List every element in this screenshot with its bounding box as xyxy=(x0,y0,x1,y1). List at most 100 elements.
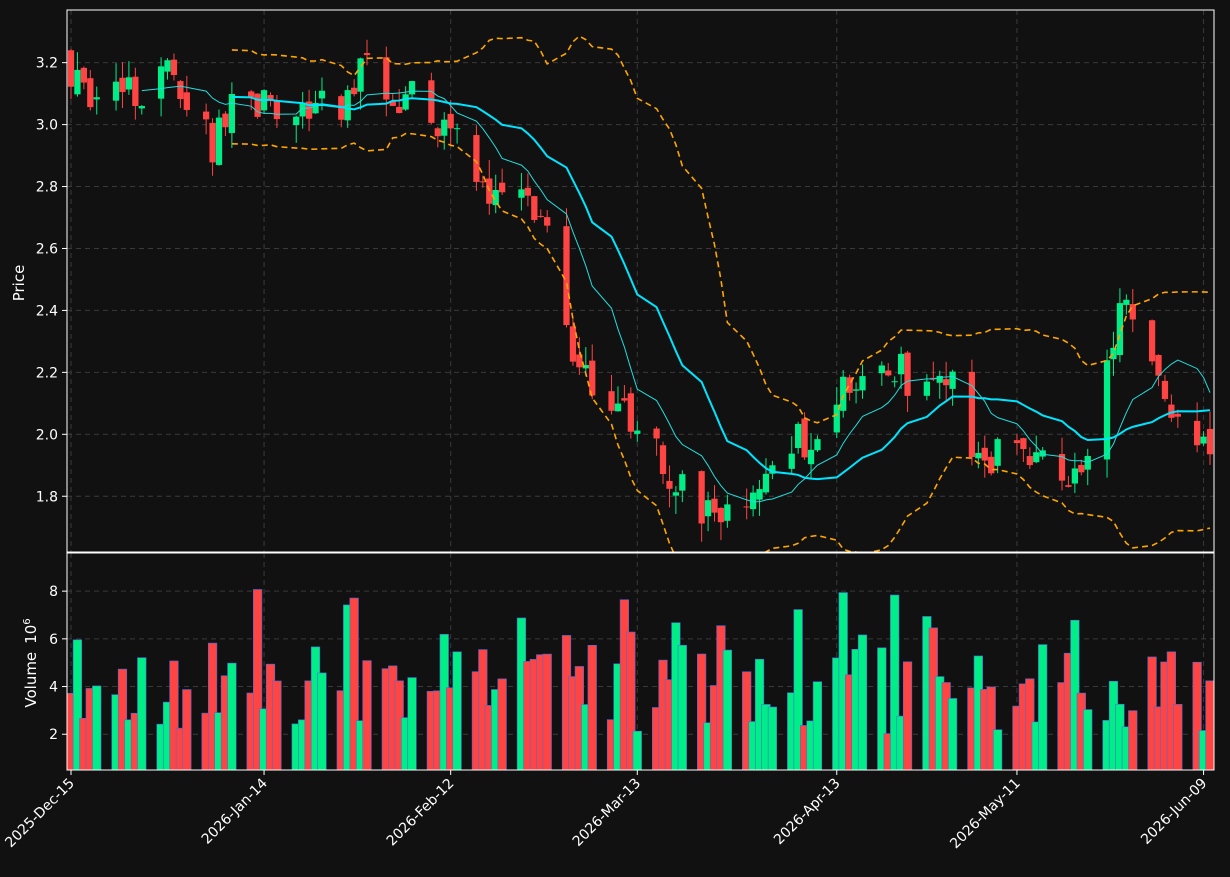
candle-body xyxy=(930,377,937,380)
candle-body xyxy=(885,370,892,376)
price-tick-label: 2.2 xyxy=(36,365,58,381)
volume-bar xyxy=(452,651,462,770)
candle-body xyxy=(749,492,757,510)
candle-body xyxy=(479,181,486,183)
candle-body xyxy=(170,59,178,76)
candle-body xyxy=(988,456,995,474)
candle-body xyxy=(183,92,190,110)
candle-body xyxy=(833,404,840,433)
candle-body xyxy=(1148,320,1156,362)
panel-frames xyxy=(66,9,1215,771)
candle-body xyxy=(254,93,261,117)
candle-body xyxy=(389,101,396,106)
volume-bar xyxy=(407,677,417,770)
volume-bar xyxy=(793,609,803,770)
candle-body xyxy=(569,326,577,362)
candle-body xyxy=(132,76,139,107)
candle-body xyxy=(589,360,596,396)
candle-body xyxy=(949,371,956,389)
candle-body xyxy=(112,81,120,101)
candle-body xyxy=(1155,354,1162,376)
date-tick-label: 2026-Apr-13 xyxy=(771,776,844,849)
candle-body xyxy=(74,69,81,95)
candle-body xyxy=(537,215,544,217)
volume-bar xyxy=(677,644,687,770)
volume-bar xyxy=(1128,710,1138,770)
price-gridlines xyxy=(67,10,1214,552)
candle-body xyxy=(80,67,88,83)
candle-body xyxy=(299,102,306,117)
candle-body xyxy=(672,492,680,496)
candle-body xyxy=(762,473,770,493)
price-tick-label: 1.8 xyxy=(36,489,58,505)
volume-bar xyxy=(1083,709,1093,770)
candle-body xyxy=(968,371,976,458)
price-axis-label: Price xyxy=(10,265,28,302)
candle-body xyxy=(544,217,551,226)
volume-bar xyxy=(742,671,752,770)
date-tick-label: 2025-Dec-15 xyxy=(2,776,77,851)
volume-bar xyxy=(632,730,642,770)
volume-bar xyxy=(857,634,868,770)
candle-body xyxy=(679,474,686,491)
volume-axis-ticks: 2 4 6 8 xyxy=(49,584,67,743)
volume-tick-label: 2 xyxy=(49,727,58,743)
candle-body xyxy=(936,375,943,383)
candle-body xyxy=(653,428,660,439)
candle-body xyxy=(434,128,441,137)
candle-body xyxy=(357,58,364,92)
price-tick-label: 3.2 xyxy=(36,56,58,72)
candle-body xyxy=(408,81,416,95)
price-tick-label: 2.4 xyxy=(36,303,58,319)
candle-body xyxy=(1200,436,1207,444)
volume-bar xyxy=(626,631,636,770)
volume-bar xyxy=(993,729,1003,770)
candle-body xyxy=(1039,450,1046,457)
candle-body xyxy=(67,50,75,87)
volume-tick-label: 8 xyxy=(49,584,58,600)
candle-body xyxy=(273,100,281,120)
volume-bar xyxy=(1038,644,1048,770)
volume-bar xyxy=(137,657,147,770)
date-axis-ticks: 2025-Dec-15 2026-Jan-14 2026-Feb-12 2026-Ma… xyxy=(2,770,1210,852)
candle-body xyxy=(923,381,930,396)
candle-body xyxy=(351,87,358,95)
volume-bar xyxy=(722,649,732,770)
candle-body xyxy=(267,95,274,100)
price-tick-label: 3.0 xyxy=(36,118,58,134)
candle-body xyxy=(840,376,847,411)
candle-body xyxy=(363,53,371,56)
volume-bar xyxy=(877,647,887,770)
candle-body xyxy=(994,439,1001,466)
candle-body xyxy=(305,101,313,119)
volume-bar xyxy=(317,672,327,770)
candle-body xyxy=(1026,456,1033,466)
candle-body xyxy=(441,119,448,136)
volume-multiplier-base: 10 xyxy=(22,625,40,644)
candle-body xyxy=(724,504,731,521)
candle-body xyxy=(428,80,435,123)
candle-body xyxy=(524,187,532,196)
candle-body xyxy=(1123,299,1130,305)
candle-body xyxy=(801,418,808,458)
date-tick-label: 2026-May-11 xyxy=(947,776,1024,853)
candle-body xyxy=(582,365,589,369)
candle-body xyxy=(87,78,94,108)
volume-bar xyxy=(227,662,237,770)
candle-body xyxy=(293,116,300,126)
candle-body xyxy=(531,196,538,220)
candle-body xyxy=(1033,452,1040,463)
candle-body xyxy=(228,93,236,134)
candle-body xyxy=(1110,347,1117,360)
candle-body xyxy=(846,377,853,393)
volume-bar xyxy=(1173,704,1183,770)
date-tick-label: 2026-Jan-14 xyxy=(199,775,271,847)
candle-body xyxy=(473,135,480,182)
candle-body xyxy=(814,439,821,451)
volume-bar xyxy=(253,589,263,770)
volume-panel-frame xyxy=(66,552,1215,771)
candle-body xyxy=(453,128,461,130)
candle-body xyxy=(396,106,403,113)
volume-bar xyxy=(207,642,218,770)
